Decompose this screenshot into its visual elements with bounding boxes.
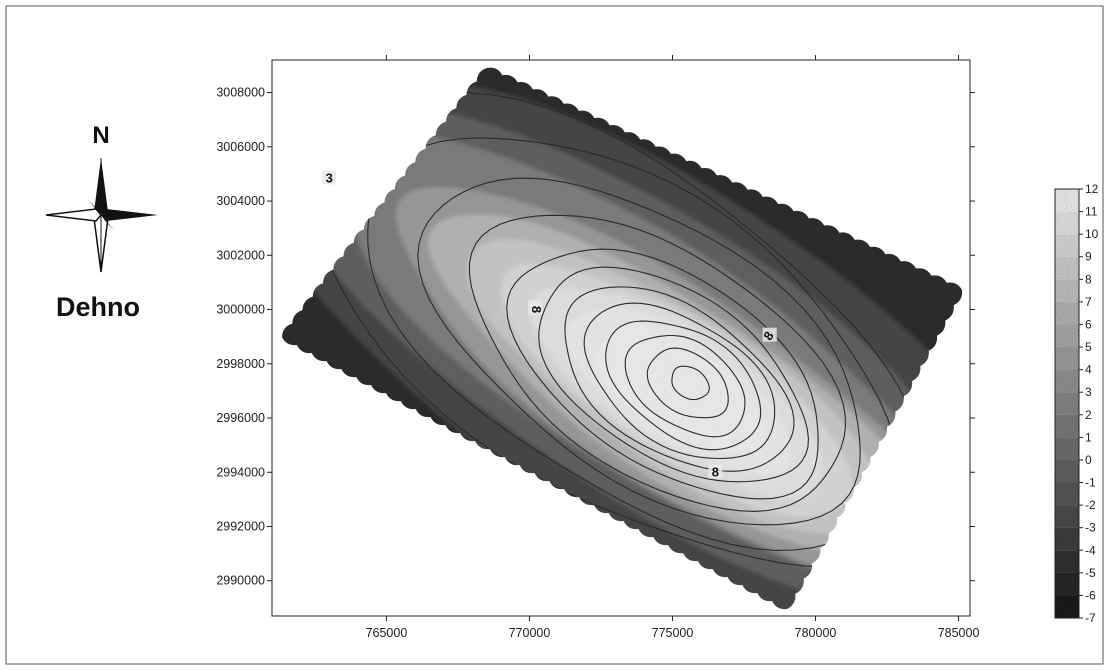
y-tick-label: 3002000: [216, 248, 265, 262]
colorbar-swatch: [1055, 595, 1079, 618]
y-tick-label: 2998000: [216, 357, 265, 371]
colorbar-label: 8: [1085, 272, 1092, 286]
colorbar-label: 11: [1085, 205, 1098, 219]
y-tick-label: 2996000: [216, 411, 265, 425]
figure-border: [5, 5, 1104, 665]
y-tick-label: 3006000: [216, 140, 265, 154]
colorbar-swatch: [1055, 347, 1079, 370]
colorbar-swatch: [1055, 527, 1079, 551]
x-tick-label: 765000: [366, 626, 408, 640]
colorbar-label: 3: [1085, 385, 1092, 399]
y-tick-label: 3008000: [216, 86, 265, 100]
site-name: Dehno: [56, 292, 140, 322]
colorbar-swatch: [1055, 437, 1079, 460]
colorbar-label: 5: [1085, 340, 1092, 354]
colorbar-label: 6: [1085, 317, 1092, 331]
colorbar-swatch: [1055, 279, 1079, 302]
colorbar-label: 1: [1085, 430, 1092, 444]
colorbar-swatch: [1055, 256, 1079, 280]
y-axis: 2990000 2992000 2994000 2996000 2998000 30000…: [216, 86, 272, 588]
colorbar-label: 4: [1085, 363, 1092, 377]
colorbar-label: -4: [1085, 543, 1096, 557]
contour-label: 8: [529, 306, 544, 313]
y-tick-label: 3000000: [216, 303, 265, 317]
contour-surface: [282, 67, 963, 610]
colorbar-swatch: [1055, 301, 1079, 325]
colorbar-label: -3: [1085, 521, 1096, 535]
y-tick-label: 2994000: [216, 465, 265, 479]
colorbar-label: -2: [1085, 498, 1096, 512]
right-axis-ticks: [970, 92, 975, 582]
colorbar-label: 10: [1085, 227, 1099, 241]
x-tick-label: 775000: [652, 626, 694, 640]
colorbar-swatch: [1055, 211, 1079, 235]
colorbar-label: 2: [1085, 408, 1092, 422]
colorbar-swatch: [1055, 392, 1079, 415]
colorbar-label: -7: [1085, 611, 1096, 625]
colorbar-swatch: [1055, 482, 1079, 506]
colorbar-label: -6: [1085, 588, 1096, 602]
colorbar-swatch: [1055, 459, 1079, 483]
top-axis-ticks: [385, 55, 960, 60]
y-tick-label: 2992000: [216, 519, 265, 533]
contour-label: 8: [712, 465, 719, 480]
x-tick-label: 770000: [509, 626, 551, 640]
north-label: N: [92, 122, 109, 149]
colorbar-label: 7: [1085, 295, 1092, 309]
colorbar-label: 0: [1085, 453, 1092, 467]
colorbar-swatch: [1055, 324, 1079, 348]
y-tick-label: 3004000: [216, 194, 265, 208]
north-arrow-icon: N: [45, 122, 158, 273]
colorbar-label: 12: [1085, 182, 1099, 196]
colorbar-swatch: [1055, 572, 1079, 596]
colorbar-swatch: [1055, 234, 1079, 257]
contour-label: 3: [326, 170, 333, 185]
colorbar-label: -5: [1085, 566, 1096, 580]
x-axis: 765000 770000 775000 780000 785000: [366, 616, 980, 640]
colorbar-swatch: [1055, 189, 1079, 212]
x-tick-label: 785000: [938, 626, 980, 640]
y-tick-label: 2990000: [216, 574, 265, 588]
colorbar-label: -1: [1085, 476, 1096, 490]
colorbar-label: 9: [1085, 250, 1092, 264]
x-tick-label: 780000: [795, 626, 837, 640]
colorbar-swatch: [1055, 414, 1079, 438]
colorbar-swatch: [1055, 550, 1079, 573]
colorbar-swatch: [1055, 505, 1079, 528]
colorbar-swatch: [1055, 369, 1079, 393]
